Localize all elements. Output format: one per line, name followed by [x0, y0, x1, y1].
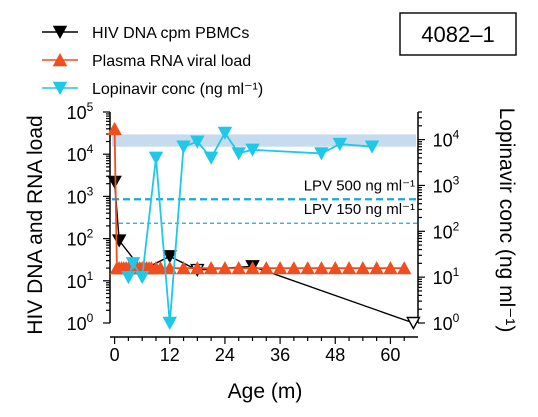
- legend: HIV DNA cpm PBMCs Plasma RNA viral load Lo…: [42, 25, 263, 98]
- y-axis-title-right: Lopinavir conc (ng ml⁻¹): [495, 108, 518, 333]
- legend-item-1: HIV DNA cpm PBMCs: [42, 25, 249, 42]
- data-point: [314, 261, 329, 275]
- data-point: [190, 261, 205, 275]
- data-point: [231, 261, 246, 275]
- data-point: [176, 140, 191, 154]
- series-1: [107, 175, 421, 330]
- y-tick-label-right: 104: [433, 128, 460, 151]
- legend-item-3: Lopinavir conc (ng ml⁻¹): [42, 81, 263, 98]
- data-point: [162, 316, 177, 330]
- legend-label: Lopinavir conc (ng ml⁻¹): [92, 81, 263, 98]
- axes-layer: 0 12 24 36 48 60 100 101 102 103 104 105 100 101 102 10…: [67, 100, 460, 365]
- data-point: [125, 257, 141, 271]
- y-tick-label-left: 104: [67, 142, 94, 165]
- reference-lines-layer: LPV 500 ng ml⁻¹ LPV 150 ng ml⁻¹: [112, 177, 418, 224]
- series-3: [121, 126, 380, 330]
- id-label: 4082–1: [421, 22, 494, 47]
- data-point: [245, 261, 260, 275]
- data-point: [341, 261, 357, 275]
- series-layer: [107, 121, 421, 330]
- data-point: [217, 126, 233, 140]
- y-tick-label-left: 105: [67, 100, 94, 123]
- data-point: [406, 316, 421, 330]
- y-tick-label-right: 103: [433, 173, 460, 196]
- id-label-box: [399, 12, 517, 56]
- y-tick-label-left: 103: [67, 184, 94, 207]
- y-tick-label-right: 100: [433, 311, 460, 334]
- data-point: [148, 151, 164, 165]
- data-point: [396, 261, 412, 275]
- data-point: [107, 121, 122, 135]
- y-tick-label-right: 102: [433, 219, 460, 242]
- legend-marker: [52, 53, 68, 67]
- reference-line-label-2: LPV 150 ng ml⁻¹: [304, 201, 415, 218]
- data-point: [162, 250, 177, 264]
- data-point: [259, 261, 274, 275]
- x-tick-label: 48: [325, 345, 345, 365]
- data-point: [111, 234, 127, 248]
- data-point: [369, 261, 384, 275]
- y-tick-label-right: 101: [433, 265, 460, 288]
- data-point: [162, 261, 177, 275]
- data-point: [328, 261, 343, 275]
- data-point: [153, 261, 168, 275]
- legend-marker: [52, 25, 68, 39]
- data-point: [217, 261, 233, 275]
- data-point: [286, 261, 302, 275]
- y-tick-label-left: 101: [67, 269, 94, 292]
- data-point: [332, 137, 348, 151]
- x-tick-label: 36: [270, 345, 290, 365]
- legend-item-2: Plasma RNA viral load: [42, 53, 251, 70]
- series-line-3: [127, 131, 373, 324]
- data-point: [176, 261, 191, 275]
- data-point: [203, 261, 219, 275]
- x-tick-label: 24: [215, 345, 235, 365]
- legend-marker: [52, 81, 68, 95]
- data-point: [134, 270, 150, 285]
- data-point: [355, 261, 371, 275]
- reference-line-label-1: LPV 500 ng ml⁻¹: [304, 177, 415, 194]
- legend-label: HIV DNA cpm PBMCs: [92, 25, 249, 42]
- data-point: [121, 270, 136, 285]
- y-tick-label-left: 100: [67, 311, 94, 334]
- data-point: [190, 135, 205, 149]
- data-point: [383, 261, 398, 275]
- y-tick-label-left: 102: [67, 227, 94, 250]
- y-axis-title-left: HIV DNA and RNA load: [24, 115, 47, 334]
- x-axis-title: Age (m): [228, 380, 303, 403]
- data-point: [231, 147, 246, 161]
- data-point: [314, 147, 329, 161]
- legend-label: Plasma RNA viral load: [92, 53, 251, 70]
- data-point: [300, 261, 315, 275]
- data-point: [245, 143, 260, 157]
- data-point: [203, 151, 219, 165]
- x-tick-label: 12: [160, 345, 180, 365]
- x-tick-label: 60: [380, 345, 400, 365]
- data-point: [272, 261, 288, 275]
- x-tick-label: 0: [110, 345, 120, 365]
- data-point: [364, 140, 380, 154]
- text-layer: Age (m) HIV DNA and RNA load Lopinavir c…: [24, 12, 518, 403]
